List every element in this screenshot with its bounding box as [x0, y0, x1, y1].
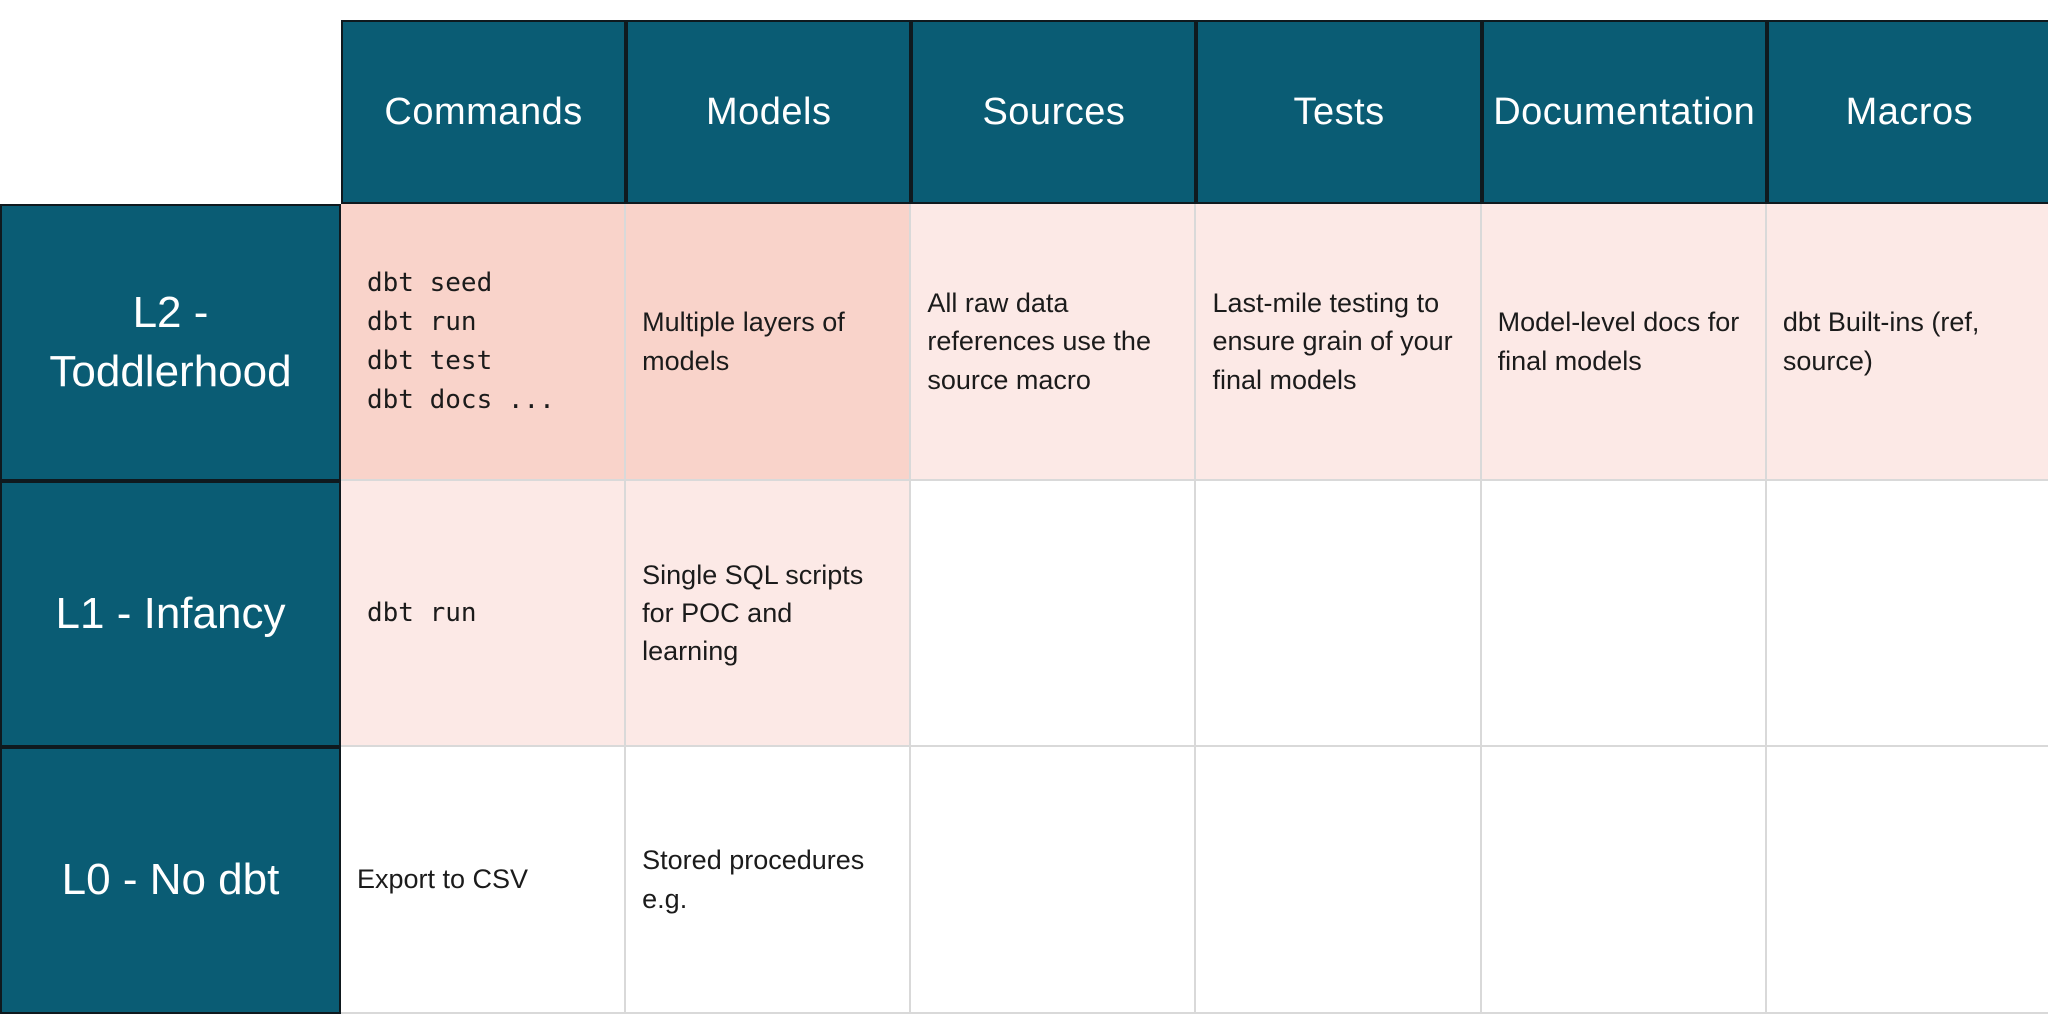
cell-l2-commands: dbt seed dbt run dbt test dbt docs ... [341, 204, 627, 481]
row-header-l2-toddlerhood: L2 - Toddlerhood [0, 204, 341, 481]
cell-l0-commands: Export to CSV [341, 747, 627, 1014]
cell-l2-models: Multiple layers of models [626, 204, 912, 481]
cell-l0-models: Stored procedures e.g. [626, 747, 912, 1014]
cell-l2-documentation: Model-level docs for final models [1481, 204, 1767, 481]
row-header-l0-no-dbt: L0 - No dbt [0, 747, 341, 1014]
row-header-l1-infancy: L1 - Infancy [0, 481, 341, 747]
cell-l1-tests [1196, 481, 1482, 747]
corner-spacer [0, 20, 341, 204]
cell-l1-macros [1766, 481, 2048, 747]
cell-l2-sources: All raw data references use the source m… [911, 204, 1197, 481]
cell-l0-tests [1196, 747, 1482, 1014]
cell-l1-sources [911, 481, 1197, 747]
column-header-models: Models [626, 20, 912, 204]
cell-l0-documentation [1481, 747, 1767, 1014]
column-header-sources: Sources [911, 20, 1197, 204]
cell-l0-sources [911, 747, 1197, 1014]
maturity-matrix-table: Commands Models Sources Tests Documentat… [0, 20, 2048, 1014]
column-header-tests: Tests [1196, 20, 1482, 204]
column-header-commands: Commands [341, 20, 627, 204]
column-header-documentation: Documentation [1481, 20, 1767, 204]
cell-l1-models: Single SQL scripts for POC and learning [626, 481, 912, 747]
cell-l1-commands: dbt run [341, 481, 627, 747]
cell-l2-tests: Last-mile testing to ensure grain of you… [1196, 204, 1482, 481]
cell-l1-documentation [1481, 481, 1767, 747]
cell-l2-macros: dbt Built-ins (ref, source) [1766, 204, 2048, 481]
cell-l0-macros [1766, 747, 2048, 1014]
column-header-macros: Macros [1766, 20, 2048, 204]
